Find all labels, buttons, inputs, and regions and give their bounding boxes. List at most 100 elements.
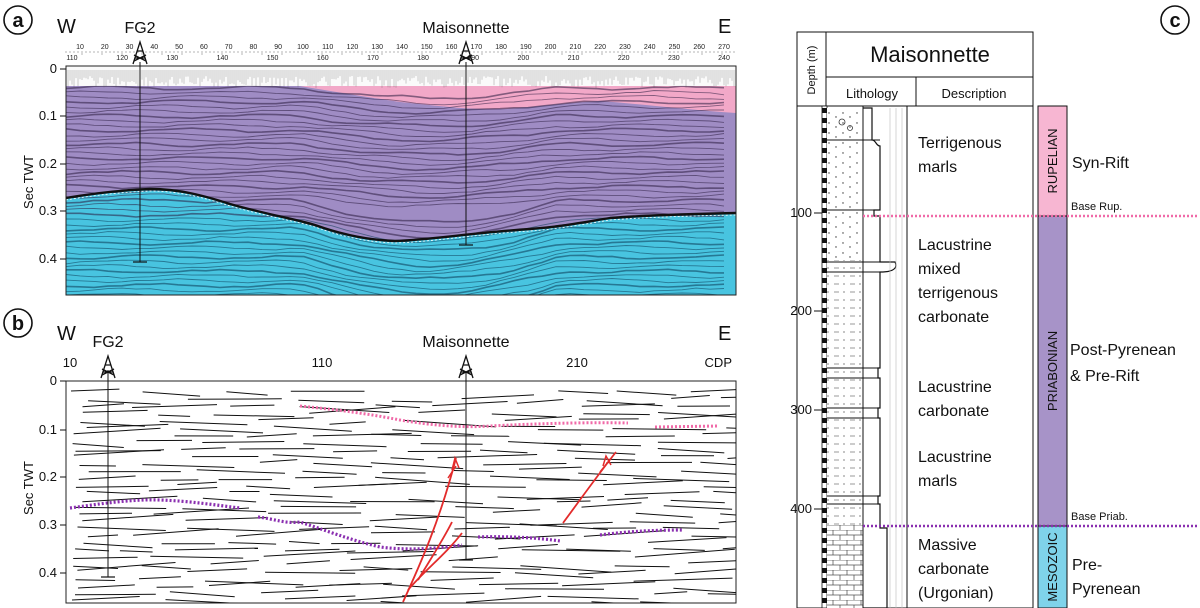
cdp-scale-label: 130 [371, 44, 383, 51]
fault-splay-2 [417, 521, 453, 581]
depth-tick: 100 [790, 205, 812, 220]
panel-b-badge [3, 308, 33, 338]
cdp-scale-label: 250 [669, 44, 681, 51]
panel-b-well-maisonnette: Maisonnette [422, 334, 509, 351]
cdp-scale-label: 230 [619, 44, 631, 51]
panel-b-xtick: 110 [312, 355, 333, 370]
panel-b-ytick: 0.2 [39, 469, 57, 484]
description-line: marls [918, 159, 957, 176]
description-line: (Urgonian) [918, 585, 994, 602]
panel-b-xtick: 210 [566, 355, 588, 370]
description-column-label: Description [941, 86, 1006, 101]
cdp-scale-label: 110 [322, 44, 333, 51]
cdp-scale-label: 210 [568, 55, 580, 62]
lithology-pebble [847, 125, 853, 131]
bed-boundaries [827, 139, 880, 505]
panel-b-west: W [57, 323, 76, 345]
seismic-frame [65, 65, 737, 296]
cdp-scale-label: 40 [150, 44, 158, 51]
tectonic-label: Post-Pyrenean [1070, 342, 1176, 359]
base-priabonian-horizon-far-east [599, 528, 683, 537]
fault-main-arrow [447, 455, 460, 479]
fault-east [562, 451, 617, 524]
base-priabonian-horizon-highlight [66, 190, 736, 244]
panel-a-ytick: 0.3 [39, 203, 57, 218]
lithology-terrigenous-marls [827, 140, 863, 214]
lithology-column-label: Lithology [846, 86, 899, 101]
cdp-scale-label: 20 [101, 44, 109, 51]
grain-size-grid [889, 108, 903, 608]
seismic-section [66, 66, 736, 295]
lithology-lacustrine-marls [827, 375, 863, 525]
cdp-scale-label: 210 [570, 44, 582, 51]
panel-b-xtick: 10 [63, 355, 77, 370]
panel-b-ytick: 0 [50, 373, 57, 388]
stage-rupelian [1037, 105, 1068, 217]
cdp-scale-label: 140 [217, 55, 229, 62]
panel-c-badge [1160, 5, 1190, 35]
fault-east-arrow [599, 454, 612, 473]
panel-b-ylabel: Sec TWT [21, 461, 36, 515]
lithology-massive-carbonate [827, 525, 863, 608]
panel-b-xlabel: CDP [705, 355, 732, 370]
description-line: Lacustrine [918, 237, 992, 254]
description-line: Lacustrine [918, 449, 992, 466]
fg2-derrick-icon [132, 39, 148, 65]
near-surface-noise [66, 70, 736, 88]
description-line: marls [918, 473, 957, 490]
depth-column-label: Depth (m) [806, 46, 818, 95]
stage-label: MESOZOIC [1045, 532, 1060, 601]
maisonnette-derrick-icon [458, 353, 474, 379]
panel-a-label: a [12, 10, 24, 32]
lithology-pebble [838, 118, 846, 126]
seismic-reflectors [66, 84, 725, 295]
base-rupelian-horizon-east [654, 424, 719, 429]
cdp-scale-label: 130 [166, 55, 178, 62]
tectonic-label: Pyrenean [1072, 581, 1141, 598]
cdp-scale-label: 110 [66, 55, 77, 62]
panel-a: a W E FG2 Maisonnette 10 20 30 40 50 60 70 80 90… [3, 5, 737, 296]
panel-a-top-scale: 10 20 30 40 50 60 70 80 90 100 110 120 130 140 150 160 1… [65, 44, 735, 55]
description-line: carbonate [918, 309, 989, 326]
fg2-derrick-icon [100, 353, 116, 379]
cdp-scale-label: 50 [175, 44, 183, 51]
boundary-label: Base Rup. [1071, 201, 1122, 213]
lithology-mixed [827, 214, 863, 260]
near-surface-zone [66, 66, 736, 86]
cdp-scale-label: 180 [495, 44, 507, 51]
cdp-scale-label: 200 [545, 44, 557, 51]
log-well-name: Maisonnette [870, 42, 990, 67]
panel-c-label: c [1169, 10, 1180, 32]
panel-a-ytick: 0.1 [39, 108, 57, 123]
panel-b-east: E [718, 323, 731, 345]
panel-a-badge [3, 5, 33, 35]
cdp-scale-label: 150 [267, 55, 279, 62]
panel-c: c Maisonnette Depth (m) Lithology Descri… [790, 5, 1198, 608]
cdp-scale-label: 70 [225, 44, 233, 51]
boundary-label: Base Priab. [1071, 511, 1128, 523]
cdp-scale-label: 190 [467, 55, 479, 62]
panel-b-well-fg2: FG2 [92, 334, 123, 351]
lithology-conglomerate [827, 108, 863, 140]
cdp-scale-label: 220 [618, 55, 630, 62]
cdp-scale-label: 260 [693, 44, 705, 51]
depth-axis: 100 200 300 400 [790, 205, 822, 516]
interpreted-reflectors [70, 388, 736, 603]
panel-a-east: E [718, 16, 731, 38]
panel-a-well-maisonnette: Maisonnette [422, 20, 509, 37]
cdp-scale-label: 80 [249, 44, 257, 51]
cdp-scale-label: 120 [116, 55, 128, 62]
panel-a-ytick: 0.4 [39, 251, 57, 266]
description-line: mixed [918, 261, 961, 278]
panel-a-ytick: 0 [50, 61, 57, 76]
lithology-lacustrine-carbonate [827, 260, 863, 375]
cdp-scale-label: 240 [644, 44, 656, 51]
base-priabonian-horizon [66, 187, 736, 243]
description-line: Lacustrine [918, 379, 992, 396]
description-line: terrigenous [918, 285, 998, 302]
maisonnette-derrick-icon [458, 39, 474, 65]
panel-b-ytick: 0.4 [39, 565, 57, 580]
description-line: carbonate [918, 561, 989, 578]
panel-a-west: W [57, 16, 76, 38]
